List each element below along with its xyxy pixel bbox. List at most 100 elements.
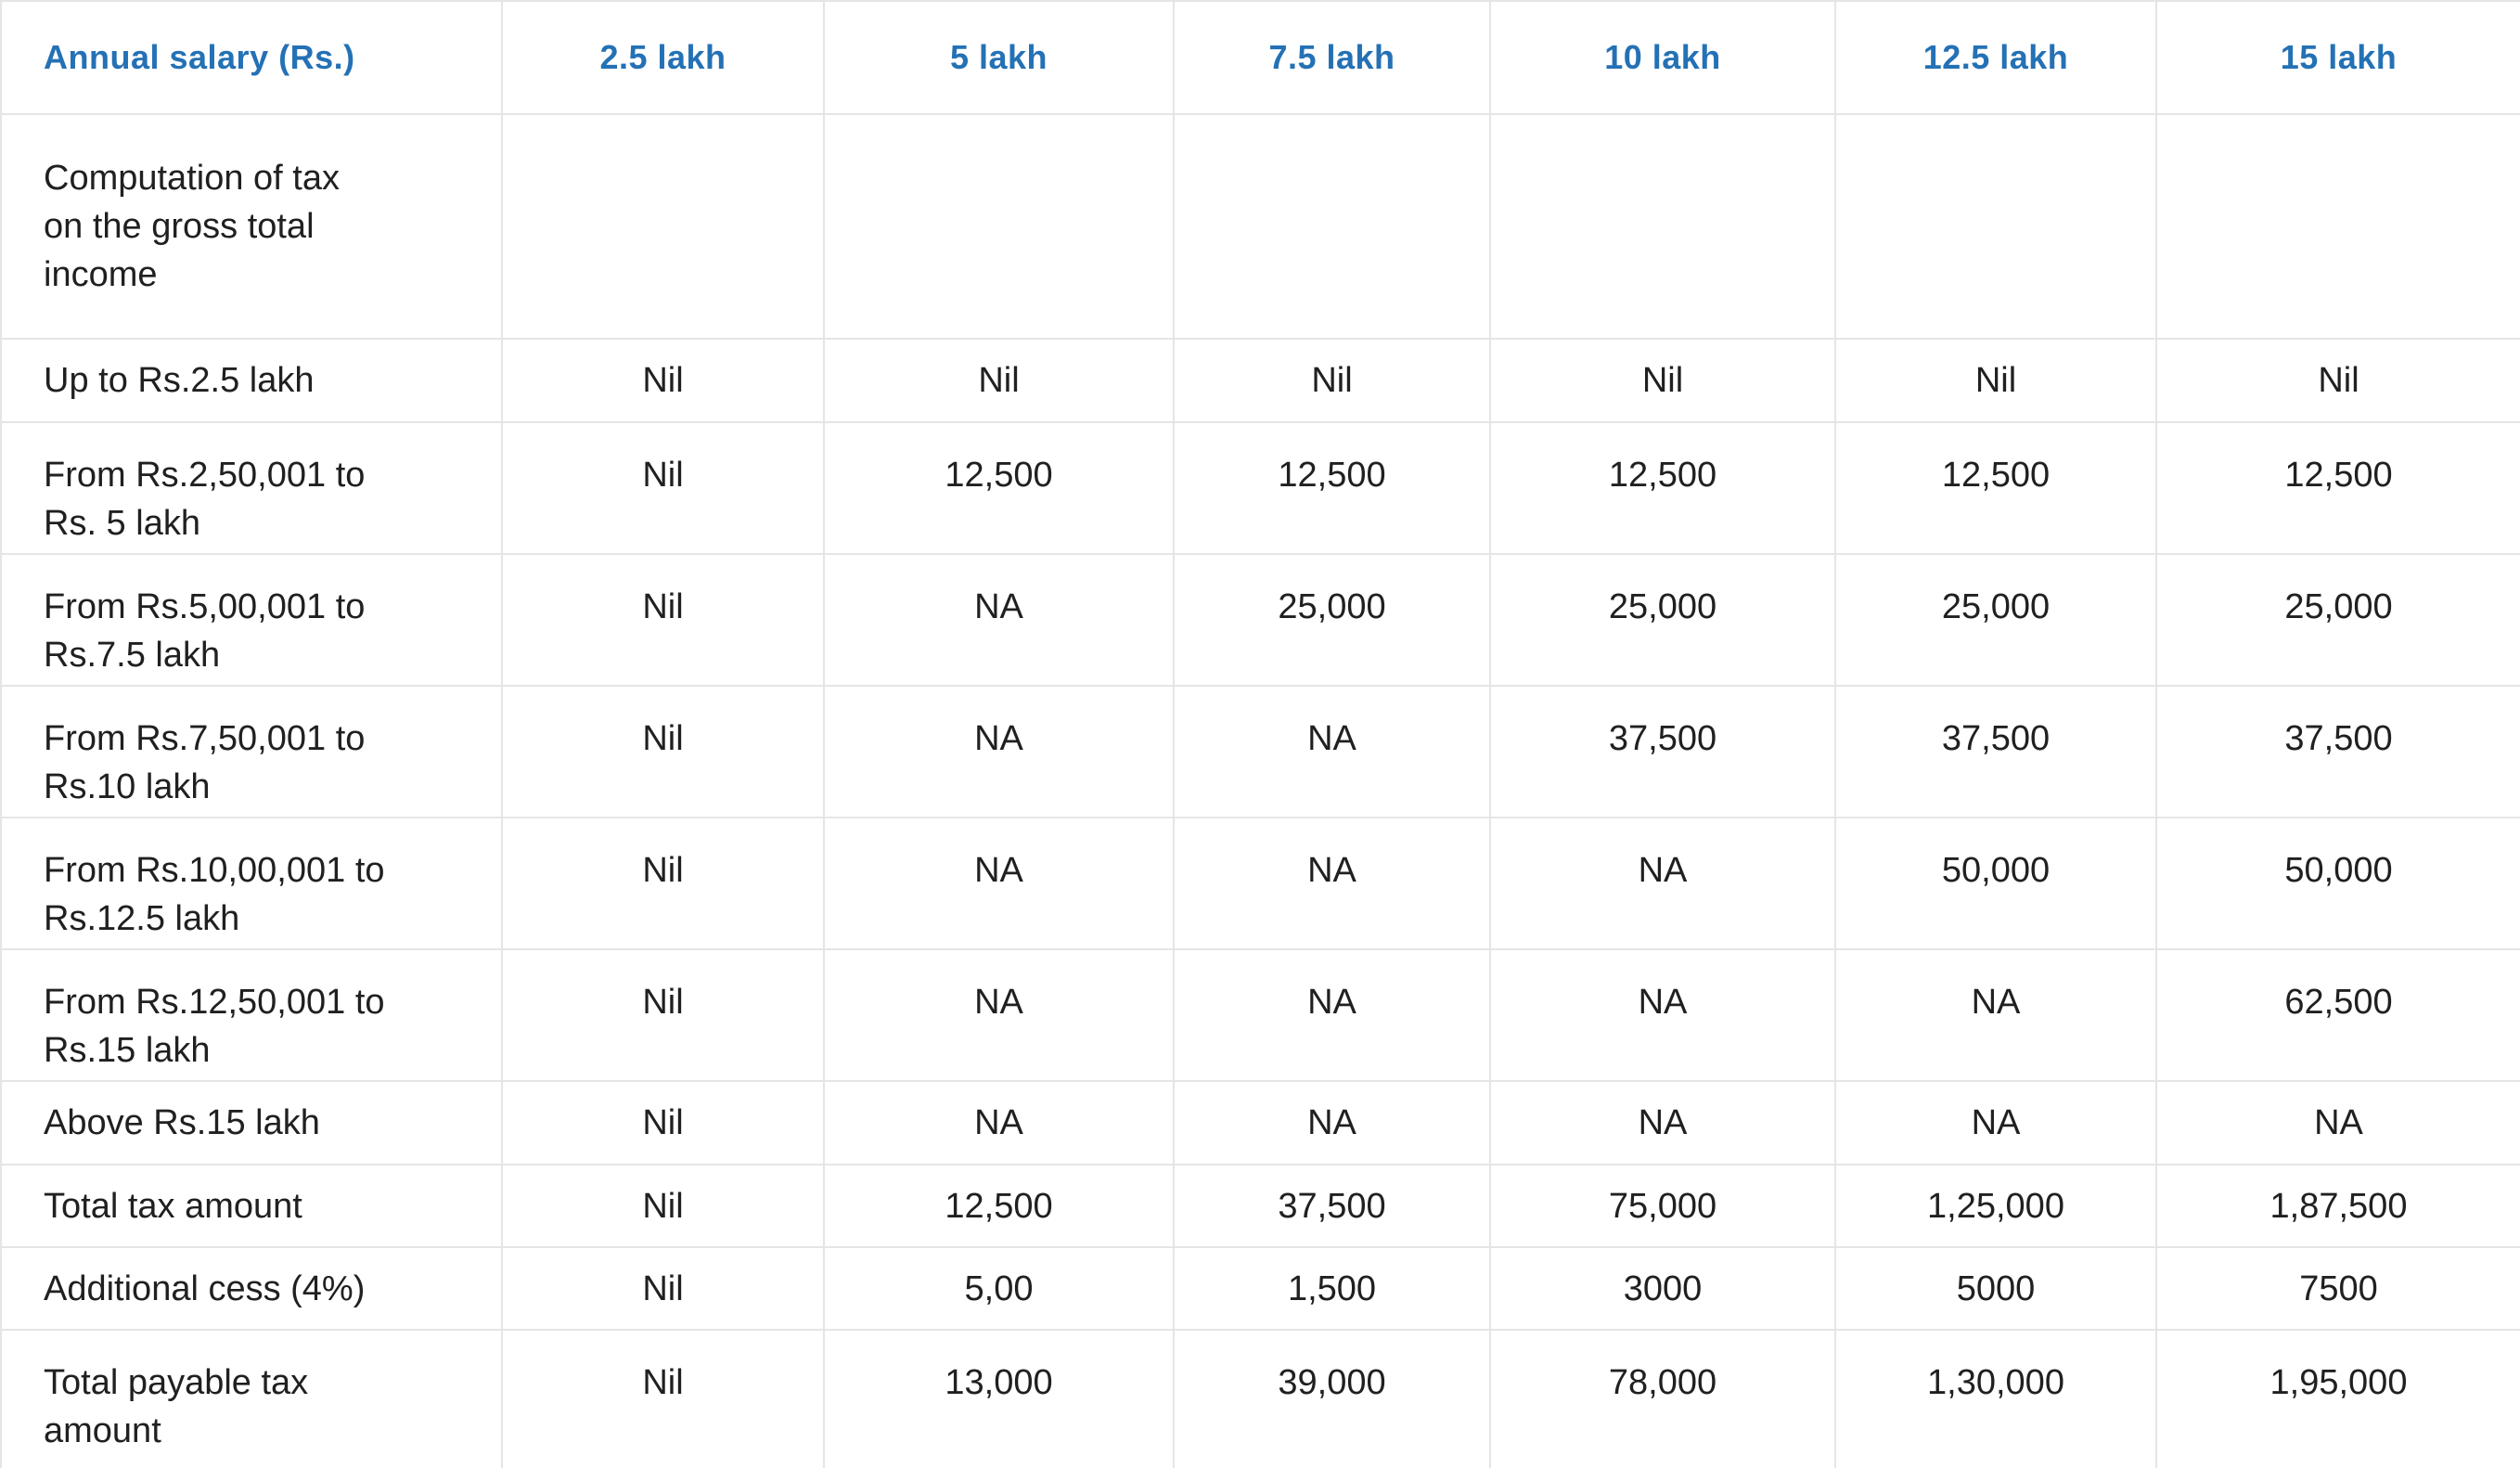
row-label: Additional cess (4%) <box>0 1246 503 1331</box>
value-cell: NA <box>1489 817 1836 950</box>
row-label: Up to Rs.2.5 lakh <box>0 338 503 423</box>
value-cell: NA <box>1834 948 2157 1082</box>
table-row: Additional cess (4%) Nil 5,00 1,500 3000 5000… <box>0 1246 2520 1331</box>
value-cell: 1,95,000 <box>2155 1329 2520 1468</box>
table-row: Above Rs.15 lakh Nil NA NA NA NA NA <box>0 1080 2520 1165</box>
value-cell: Nil <box>501 553 825 687</box>
value-cell: 50,000 <box>1834 817 2157 950</box>
table-row: From Rs.12,50,001 to Rs.15 lakh Nil NA NA NA… <box>0 948 2520 1082</box>
value-cell: 25,000 <box>1834 553 2157 687</box>
value-cell: NA <box>2155 1080 2520 1165</box>
value-cell: NA <box>823 817 1175 950</box>
value-cell: NA <box>823 553 1175 687</box>
salary-column-header: 15 lakh <box>2155 0 2520 115</box>
value-cell: Nil <box>2155 338 2520 423</box>
value-cell: 37,500 <box>1173 1164 1491 1248</box>
value-cell: Nil <box>501 1246 825 1331</box>
row-label: From Rs.2,50,001 to Rs. 5 lakh <box>0 421 503 555</box>
value-cell: 39,000 <box>1173 1329 1491 1468</box>
value-cell: 37,500 <box>2155 685 2520 818</box>
value-cell: 25,000 <box>1173 553 1491 687</box>
row-label: Computation of tax on the gross total in… <box>0 113 503 340</box>
row-label: Above Rs.15 lakh <box>0 1080 503 1165</box>
value-cell: NA <box>1173 685 1491 818</box>
value-cell: 78,000 <box>1489 1329 1836 1468</box>
value-cell: NA <box>1489 1080 1836 1165</box>
value-cell: Nil <box>501 1164 825 1248</box>
value-cell: 5,00 <box>823 1246 1175 1331</box>
table-header-row: Annual salary (Rs.) 2.5 lakh 5 lakh 7.5 … <box>0 0 2520 115</box>
table-row: Up to Rs.2.5 lakh Nil Nil Nil Nil Nil Nil <box>0 338 2520 423</box>
value-cell <box>1173 113 1491 340</box>
value-cell: 13,000 <box>823 1329 1175 1468</box>
salary-column-header: 12.5 lakh <box>1834 0 2157 115</box>
salary-column-header: 2.5 lakh <box>501 0 825 115</box>
row-label: Total payable tax amount <box>0 1329 503 1468</box>
value-cell <box>1489 113 1836 340</box>
value-cell: NA <box>1173 948 1491 1082</box>
table-row: Computation of tax on the gross total in… <box>0 113 2520 340</box>
value-cell: 12,500 <box>2155 421 2520 555</box>
salary-column-header: 10 lakh <box>1489 0 1836 115</box>
row-label: From Rs.10,00,001 to Rs.12.5 lakh <box>0 817 503 950</box>
value-cell: 12,500 <box>1173 421 1491 555</box>
value-cell: Nil <box>501 1080 825 1165</box>
value-cell: NA <box>823 948 1175 1082</box>
value-cell <box>2155 113 2520 340</box>
value-cell: Nil <box>501 1329 825 1468</box>
value-cell <box>501 113 825 340</box>
value-cell: 25,000 <box>1489 553 1836 687</box>
salary-column-header: 7.5 lakh <box>1173 0 1491 115</box>
value-cell: NA <box>1834 1080 2157 1165</box>
value-cell: 62,500 <box>2155 948 2520 1082</box>
value-cell: 1,25,000 <box>1834 1164 2157 1248</box>
value-cell: 12,500 <box>823 1164 1175 1248</box>
value-cell: 12,500 <box>823 421 1175 555</box>
value-cell: 50,000 <box>2155 817 2520 950</box>
value-cell <box>823 113 1175 340</box>
value-cell: 37,500 <box>1489 685 1836 818</box>
row-label: From Rs.7,50,001 to Rs.10 lakh <box>0 685 503 818</box>
value-cell: NA <box>1489 948 1836 1082</box>
value-cell: NA <box>823 685 1175 818</box>
table-row: Total payable tax amount Nil 13,000 39,000 7… <box>0 1329 2520 1468</box>
value-cell: Nil <box>1173 338 1491 423</box>
table-row: From Rs.7,50,001 to Rs.10 lakh Nil NA NA 37,… <box>0 685 2520 818</box>
value-cell: 12,500 <box>1834 421 2157 555</box>
value-cell: Nil <box>501 685 825 818</box>
value-cell: 3000 <box>1489 1246 1836 1331</box>
value-cell: 5000 <box>1834 1246 2157 1331</box>
value-cell: Nil <box>501 421 825 555</box>
table-body: Computation of tax on the gross total in… <box>0 113 2520 1468</box>
row-label: Total tax amount <box>0 1164 503 1248</box>
table-row: From Rs.5,00,001 to Rs.7.5 lakh Nil NA 25,0… <box>0 553 2520 687</box>
value-cell: 7500 <box>2155 1246 2520 1331</box>
value-cell: Nil <box>823 338 1175 423</box>
value-cell: 1,30,000 <box>1834 1329 2157 1468</box>
value-cell: 12,500 <box>1489 421 1836 555</box>
value-cell: NA <box>1173 1080 1491 1165</box>
annual-salary-header: Annual salary (Rs.) <box>0 0 503 115</box>
value-cell: Nil <box>501 948 825 1082</box>
table-row: Total tax amount Nil 12,500 37,500 75,000 1,2… <box>0 1164 2520 1248</box>
value-cell: Nil <box>501 338 825 423</box>
salary-column-header: 5 lakh <box>823 0 1175 115</box>
table-row: From Rs.2,50,001 to Rs. 5 lakh Nil 12,500 1… <box>0 421 2520 555</box>
row-label: From Rs.5,00,001 to Rs.7.5 lakh <box>0 553 503 687</box>
value-cell: 75,000 <box>1489 1164 1836 1248</box>
value-cell: 37,500 <box>1834 685 2157 818</box>
value-cell: NA <box>1173 817 1491 950</box>
value-cell: 25,000 <box>2155 553 2520 687</box>
table-row: From Rs.10,00,001 to Rs.12.5 lakh Nil NA NA… <box>0 817 2520 950</box>
row-label: From Rs.12,50,001 to Rs.15 lakh <box>0 948 503 1082</box>
value-cell: 1,87,500 <box>2155 1164 2520 1248</box>
value-cell: Nil <box>501 817 825 950</box>
value-cell: Nil <box>1489 338 1836 423</box>
value-cell <box>1834 113 2157 340</box>
value-cell: Nil <box>1834 338 2157 423</box>
value-cell: NA <box>823 1080 1175 1165</box>
value-cell: 1,500 <box>1173 1246 1491 1331</box>
